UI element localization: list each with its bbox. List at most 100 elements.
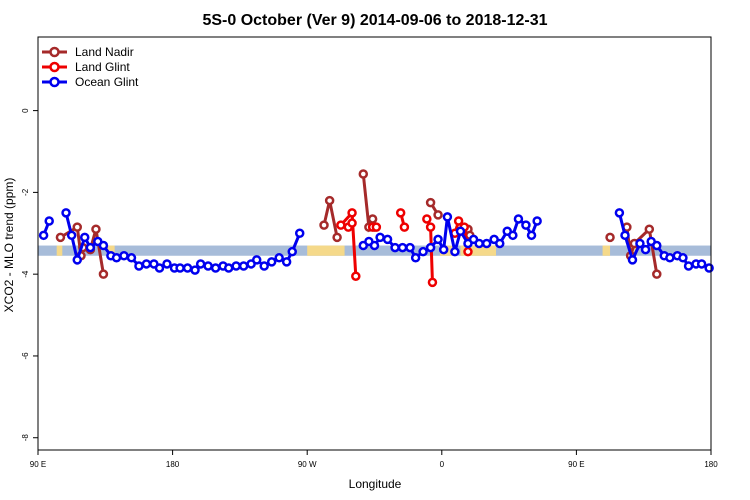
- data-point: [532, 216, 542, 226]
- data-point: [175, 263, 185, 273]
- data-point: [324, 195, 335, 206]
- data-point: [620, 230, 630, 241]
- data-point: [223, 263, 234, 273]
- data-point: [418, 246, 428, 257]
- data-point: [425, 197, 436, 208]
- data-point: [79, 232, 90, 243]
- y-axis-label: XCO2 - MLO trend (ppm): [2, 178, 16, 313]
- y-tick-label: -8: [21, 434, 30, 442]
- data-point: [231, 261, 241, 271]
- data-point: [433, 234, 443, 245]
- legend-label: Land Glint: [75, 60, 130, 74]
- data-point: [678, 253, 688, 263]
- x-tick-label: 90 W: [298, 460, 317, 469]
- data-point: [696, 259, 707, 269]
- data-point: [453, 216, 464, 226]
- data-point: [367, 214, 378, 224]
- data-point: [425, 242, 436, 253]
- data-point: [347, 208, 357, 218]
- data-point: [614, 208, 625, 218]
- data-point: [294, 228, 305, 239]
- data-point: [665, 253, 675, 263]
- data-point: [521, 220, 531, 230]
- data-point: [640, 244, 651, 255]
- data-point: [399, 222, 410, 232]
- data-point: [190, 265, 200, 275]
- data-point: [182, 263, 193, 273]
- data-point: [425, 222, 436, 232]
- data-point: [358, 169, 369, 179]
- series: [38, 208, 714, 275]
- data-point: [526, 230, 537, 241]
- data-point: [119, 251, 129, 261]
- data-point: [91, 224, 101, 234]
- data-point: [375, 232, 385, 243]
- legend-marker: [49, 76, 60, 88]
- x-axis-label: Longitude: [349, 477, 402, 491]
- data-point: [390, 242, 400, 253]
- x-tick-label: 180: [704, 460, 718, 469]
- data-point: [442, 212, 453, 222]
- data-point: [38, 230, 49, 241]
- data-point: [162, 259, 172, 269]
- data-point: [98, 269, 109, 279]
- data-point: [495, 238, 505, 249]
- data-point: [395, 208, 406, 218]
- y-tick-label: 0: [21, 108, 30, 113]
- x-tick-label: 180: [166, 460, 180, 469]
- land-band-segment: [56, 245, 63, 256]
- y-tick-label: -6: [21, 352, 30, 360]
- legend-label: Land Nadir: [75, 45, 134, 59]
- series-layer: [38, 169, 714, 288]
- data-point: [319, 220, 329, 230]
- data-point: [371, 222, 382, 232]
- plot-frame: [37, 36, 712, 451]
- data-point: [652, 269, 662, 279]
- data-point: [259, 261, 269, 271]
- data-point: [126, 253, 137, 263]
- data-point: [474, 238, 484, 249]
- data-point: [154, 263, 165, 273]
- data-point: [450, 246, 460, 257]
- legend-item: Land Glint: [42, 60, 130, 74]
- data-point: [635, 238, 645, 249]
- data-point: [347, 218, 357, 228]
- data-point: [72, 255, 83, 265]
- legend-item: Ocean Glint: [42, 75, 139, 89]
- y-tick-label: -2: [21, 188, 30, 196]
- x-tick-label: 90 E: [568, 460, 584, 469]
- data-point: [627, 255, 638, 265]
- data-point: [463, 246, 473, 257]
- data-point: [55, 232, 66, 243]
- data-point: [704, 263, 714, 273]
- data-point: [274, 253, 284, 263]
- ocean-band: [38, 245, 711, 256]
- data-point: [513, 214, 524, 224]
- data-point: [644, 224, 655, 234]
- data-point: [203, 261, 213, 271]
- data-point: [66, 230, 77, 241]
- data-point: [98, 240, 109, 251]
- data-point: [195, 259, 206, 269]
- data-point: [238, 261, 249, 271]
- data-point: [351, 271, 361, 281]
- data-point: [410, 253, 421, 263]
- legend-marker: [49, 61, 60, 73]
- data-point: [44, 216, 54, 226]
- data-point: [72, 222, 83, 232]
- data-point: [210, 263, 221, 273]
- data-point: [683, 261, 694, 271]
- data-point: [455, 226, 466, 236]
- land-band-segment: [107, 245, 115, 256]
- data-point: [508, 230, 518, 241]
- legend-label: Ocean Glint: [75, 75, 139, 89]
- data-point: [111, 253, 122, 263]
- data-point: [281, 257, 292, 267]
- data-point: [397, 242, 408, 253]
- data-point: [652, 240, 662, 251]
- data-point: [433, 210, 443, 220]
- data-point: [427, 277, 438, 288]
- chart-title: 5S-0 October (Ver 9) 2014-09-06 to 2018-…: [202, 12, 547, 29]
